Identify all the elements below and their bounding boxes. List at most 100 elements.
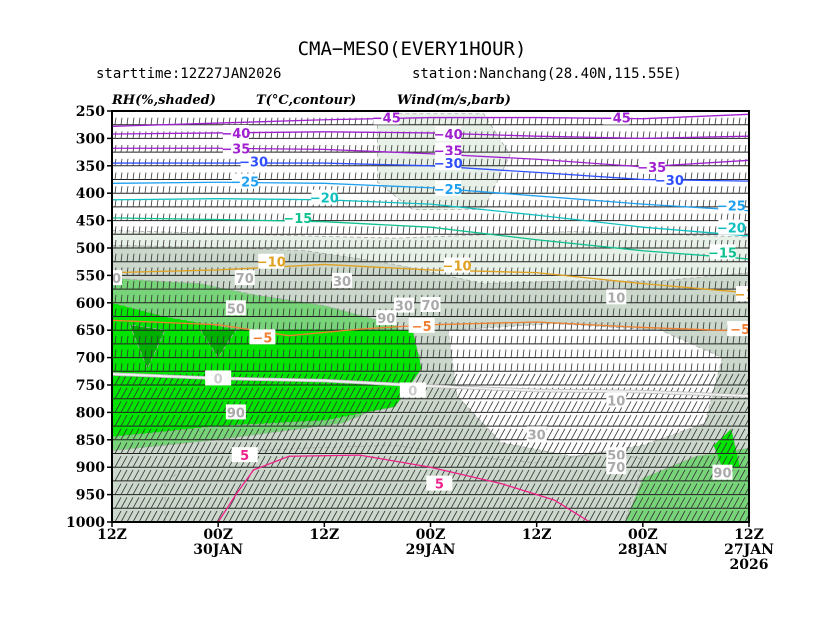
wind-barb [588,349,591,358]
wind-barb [204,442,212,454]
wind-barb [690,158,693,166]
wind-barb [594,117,597,125]
wind-barb [222,199,225,207]
legend-temp: T(°C,contour) [256,93,357,108]
wind-barb [504,335,507,344]
wind-barb [408,117,411,125]
wind-barb [288,469,296,482]
wind-barb [678,294,681,303]
wind-barb [180,349,183,358]
wind-barb [420,213,423,221]
wind-barb [414,349,417,358]
wind-barb [630,239,633,249]
wind-barb [216,469,224,482]
wind-barb [714,401,722,413]
wind-barb [456,172,459,180]
wind-barb [540,497,548,509]
wind-barb [366,349,369,358]
wind-barb [162,363,165,372]
contour-label: −10 [735,288,764,303]
wind-barb [210,335,213,344]
wind-barb [636,456,644,468]
wind-barb [426,267,429,276]
wind-barb [438,442,446,454]
wind-barb [138,172,141,180]
wind-barb [276,510,284,522]
wind-barb [246,335,249,344]
wind-barb [522,281,525,290]
wind-barb [330,428,338,440]
wind-barb [192,483,200,495]
wind-barb [390,186,393,194]
wind-barb [618,308,621,317]
wind-barb [486,428,494,440]
wind-barb [408,497,416,509]
wind-barb [336,497,344,509]
wind-barb [552,373,560,386]
wind-barb [546,401,554,413]
wind-barb [660,414,668,427]
wind-barb [540,349,543,358]
wind-barb [384,387,392,399]
wind-barb [150,322,153,331]
wind-barb [456,213,459,221]
wind-barb [450,387,458,399]
wind-barb [504,414,512,427]
wind-barb [648,308,651,317]
wind-barb [144,483,152,495]
contour-label-bg [311,189,338,205]
wind-barb [540,117,543,125]
wind-barb [198,483,206,495]
wind-barb [156,483,164,495]
wind-barb [372,253,375,262]
wind-barb [636,213,639,221]
rh-contour-label: 50 [227,302,245,317]
wind-barb [348,226,351,235]
wind-barb [174,483,182,495]
wind-barb [174,294,177,303]
wind-barb [270,239,273,249]
wind-barb [150,294,153,303]
wind-barb [564,414,572,427]
wind-barb [408,239,411,249]
wind-barb [606,349,609,358]
wind-barb [486,281,489,290]
wind-barb [126,253,129,262]
wind-barb [282,349,285,358]
wind-barb [504,428,512,440]
wind-barb [618,253,621,262]
wind-barb [150,428,158,440]
wind-barb [228,281,231,290]
wind-barb [456,387,464,399]
wind-barb [672,401,680,413]
wind-barb [114,226,117,235]
wind-barb [126,117,129,125]
wind-barb [504,322,507,331]
wind-barb [294,322,297,331]
rh-label-bg [332,272,353,288]
wind-barb [534,131,537,139]
wind-barb [414,469,422,482]
wind-barb [264,483,272,495]
wind-barb [684,172,687,180]
wind-barb [384,510,392,522]
wind-barb [186,308,189,317]
wind-barb [324,469,332,482]
wind-barb [444,213,447,221]
wind-barb [600,469,608,482]
wind-barb [618,363,621,372]
wind-barb [168,497,176,509]
wind-barb [600,281,603,290]
wind-barb [480,335,483,344]
wind-barb [504,442,512,454]
wind-barb [480,510,488,522]
wind-barb [168,213,171,221]
wind-barb [402,281,405,290]
wind-barb [624,145,627,153]
wind-barb [570,281,573,290]
wind-barb [354,335,357,344]
wind-barb [660,145,663,153]
wind-barb [654,456,662,468]
wind-barb [636,186,639,194]
wind-barb [150,117,153,125]
